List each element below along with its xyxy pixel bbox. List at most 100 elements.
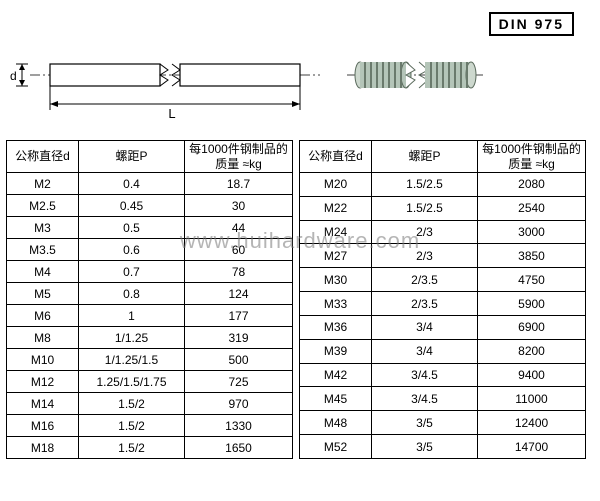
cell-p: 2/3.5 bbox=[372, 268, 478, 292]
table-row: M423/4.59400 bbox=[300, 363, 586, 387]
table-row: M161.5/21330 bbox=[7, 415, 293, 437]
table-row: M40.778 bbox=[7, 261, 293, 283]
table-row: M453/4.511000 bbox=[300, 387, 586, 411]
table-row: M101/1.25/1.5500 bbox=[7, 349, 293, 371]
cell-w: 177 bbox=[185, 305, 293, 327]
cell-p: 2/3 bbox=[372, 244, 478, 268]
cell-d: M33 bbox=[300, 292, 372, 316]
table-row: M121.25/1.5/1.75725 bbox=[7, 371, 293, 393]
dim-L-label: L bbox=[168, 106, 175, 121]
cell-w: 2540 bbox=[478, 196, 586, 220]
cell-w: 14700 bbox=[478, 435, 586, 459]
cell-d: M8 bbox=[7, 327, 79, 349]
th-weight: 每1000件钢制品的质量 ≈kg bbox=[478, 141, 586, 173]
cell-p: 1 bbox=[79, 305, 185, 327]
cell-w: 970 bbox=[185, 393, 293, 415]
cell-d: M22 bbox=[300, 196, 372, 220]
cell-p: 1/1.25/1.5 bbox=[79, 349, 185, 371]
cell-w: 3850 bbox=[478, 244, 586, 268]
cell-p: 1.5/2 bbox=[79, 437, 185, 459]
cell-d: M10 bbox=[7, 349, 79, 371]
cell-p: 3/4 bbox=[372, 315, 478, 339]
cell-w: 500 bbox=[185, 349, 293, 371]
cell-p: 1.25/1.5/1.75 bbox=[79, 371, 185, 393]
cell-d: M18 bbox=[7, 437, 79, 459]
cell-d: M2 bbox=[7, 173, 79, 195]
din-standard-box: DIN 975 bbox=[489, 12, 574, 36]
cell-p: 3/4.5 bbox=[372, 387, 478, 411]
cell-w: 44 bbox=[185, 217, 293, 239]
cell-d: M45 bbox=[300, 387, 372, 411]
cell-w: 11000 bbox=[478, 387, 586, 411]
table-row: M332/3.55900 bbox=[300, 292, 586, 316]
dim-d-label: d bbox=[10, 69, 17, 83]
table-row: M201.5/2.52080 bbox=[300, 173, 586, 197]
cell-d: M36 bbox=[300, 315, 372, 339]
threaded-rod-3d-right bbox=[419, 62, 476, 88]
cell-p: 2/3.5 bbox=[372, 292, 478, 316]
cell-p: 0.4 bbox=[79, 173, 185, 195]
cell-d: M42 bbox=[300, 363, 372, 387]
table-row: M3.50.660 bbox=[7, 239, 293, 261]
cell-p: 1.5/2.5 bbox=[372, 173, 478, 197]
spec-table-right: 公称直径d 螺距P 每1000件钢制品的质量 ≈kg M201.5/2.5208… bbox=[299, 140, 586, 459]
cell-w: 60 bbox=[185, 239, 293, 261]
table-row: M141.5/2970 bbox=[7, 393, 293, 415]
th-weight: 每1000件钢制品的质量 ≈kg bbox=[185, 141, 293, 173]
table-row: M81/1.25319 bbox=[7, 327, 293, 349]
cell-w: 319 bbox=[185, 327, 293, 349]
technical-diagram: d L bbox=[10, 50, 590, 130]
cell-w: 5900 bbox=[478, 292, 586, 316]
table-row: M50.8124 bbox=[7, 283, 293, 305]
cell-d: M20 bbox=[300, 173, 372, 197]
cell-d: M3 bbox=[7, 217, 79, 239]
cell-p: 3/4 bbox=[372, 339, 478, 363]
cell-w: 8200 bbox=[478, 339, 586, 363]
cell-d: M48 bbox=[300, 411, 372, 435]
cell-p: 0.5 bbox=[79, 217, 185, 239]
cell-p: 1/1.25 bbox=[79, 327, 185, 349]
cell-d: M5 bbox=[7, 283, 79, 305]
cell-w: 124 bbox=[185, 283, 293, 305]
cell-d: M52 bbox=[300, 435, 372, 459]
th-diameter: 公称直径d bbox=[300, 141, 372, 173]
cell-w: 30 bbox=[185, 195, 293, 217]
cell-d: M2.5 bbox=[7, 195, 79, 217]
cell-p: 2/3 bbox=[372, 220, 478, 244]
table-row: M61177 bbox=[7, 305, 293, 327]
table-row: M272/33850 bbox=[300, 244, 586, 268]
cell-p: 0.45 bbox=[79, 195, 185, 217]
cell-d: M4 bbox=[7, 261, 79, 283]
table-row: M2.50.4530 bbox=[7, 195, 293, 217]
table-row: M181.5/21650 bbox=[7, 437, 293, 459]
cell-w: 1330 bbox=[185, 415, 293, 437]
cell-d: M16 bbox=[7, 415, 79, 437]
cell-d: M24 bbox=[300, 220, 372, 244]
cell-w: 6900 bbox=[478, 315, 586, 339]
cell-p: 1.5/2 bbox=[79, 415, 185, 437]
cell-w: 3000 bbox=[478, 220, 586, 244]
cell-p: 1.5/2 bbox=[79, 393, 185, 415]
cell-p: 3/5 bbox=[372, 411, 478, 435]
cell-p: 1.5/2.5 bbox=[372, 196, 478, 220]
cell-w: 2080 bbox=[478, 173, 586, 197]
table-row: M221.5/2.52540 bbox=[300, 196, 586, 220]
cell-w: 78 bbox=[185, 261, 293, 283]
cell-w: 12400 bbox=[478, 411, 586, 435]
table-row: M363/46900 bbox=[300, 315, 586, 339]
cell-d: M30 bbox=[300, 268, 372, 292]
cell-w: 1650 bbox=[185, 437, 293, 459]
cell-p: 0.7 bbox=[79, 261, 185, 283]
cell-p: 0.6 bbox=[79, 239, 185, 261]
th-pitch: 螺距P bbox=[372, 141, 478, 173]
th-pitch: 螺距P bbox=[79, 141, 185, 173]
cell-w: 9400 bbox=[478, 363, 586, 387]
table-row: M523/514700 bbox=[300, 435, 586, 459]
cell-p: 3/4.5 bbox=[372, 363, 478, 387]
cell-d: M39 bbox=[300, 339, 372, 363]
tables-container: 公称直径d 螺距P 每1000件钢制品的质量 ≈kg M20.418.7M2.5… bbox=[6, 140, 594, 459]
spec-table-left: 公称直径d 螺距P 每1000件钢制品的质量 ≈kg M20.418.7M2.5… bbox=[6, 140, 293, 459]
table-row: M30.544 bbox=[7, 217, 293, 239]
cell-d: M3.5 bbox=[7, 239, 79, 261]
cell-w: 4750 bbox=[478, 268, 586, 292]
